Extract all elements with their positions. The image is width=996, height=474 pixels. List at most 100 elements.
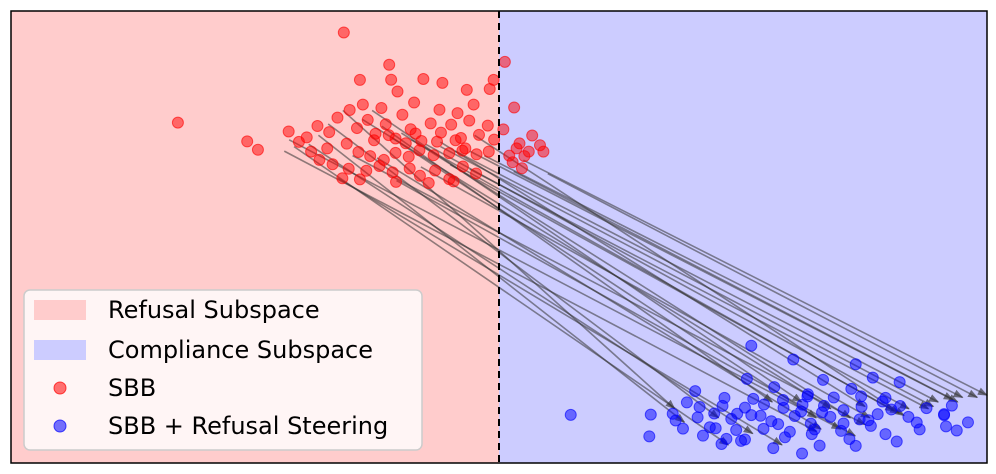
sbb-point [300,131,313,144]
sbb-point [481,119,494,132]
sbb-point [449,134,462,147]
sbb-steering-point [747,392,760,405]
sbb-steering-point [696,429,709,442]
steering-arrow [352,154,866,426]
steering-arrow [523,159,988,396]
sbb-point [433,103,446,116]
sbb-steering-point [693,400,706,413]
sbb-point [403,162,416,175]
sbb-point [352,146,365,159]
sbb-steering-point [879,428,892,441]
legend-marker-sbb-steering [53,419,67,433]
sbb-steering-point [644,408,657,421]
sbb-point [353,73,366,86]
sbb-point [382,129,395,142]
sbb-point [431,135,444,148]
steering-arrow [283,150,818,433]
sbb-point [436,76,449,89]
sbb-steering-point [768,381,781,394]
steering-arrow [308,143,754,435]
sbb-point [171,116,184,129]
sbb-steering-point [709,422,722,435]
sbb-point [340,137,353,150]
sbb-steering-point [849,358,862,371]
sbb-point [396,108,409,121]
sbb-point [353,173,366,186]
sbb-point [331,111,344,124]
sbb-steering-point [817,373,830,386]
sbb-steering-point [950,424,963,437]
sbb-point [391,85,404,98]
sbb-steering-point [795,405,808,418]
steering-arrow [293,145,730,446]
sbb-point [451,107,464,120]
sbb-steering-point [843,433,856,446]
sbb-point [456,160,469,173]
sbb-point [364,150,377,163]
sbb-point [305,145,318,158]
legend-swatch-compliance [34,340,86,360]
sbb-point [413,144,426,157]
sbb-steering-point [754,409,767,422]
sbb-point [313,153,326,166]
sbb-point [402,150,415,163]
sbb-point [408,96,421,109]
legend-swatch-refusal [34,300,86,320]
steering-arrow [474,134,905,417]
sbb-steering-point [745,339,758,352]
sbb-steering-point [757,422,770,435]
sbb-steering-point [893,376,906,389]
sbb-steering-point [845,382,858,395]
steering-arrow [317,134,686,423]
sbb-steering-point [730,424,743,437]
sbb-steering-point [837,404,850,417]
steering-arrow [381,125,774,403]
sbb-steering-point [564,408,577,421]
sbb-steering-point [913,423,926,436]
legend-box [23,289,423,451]
plot-frame [10,10,988,464]
sbb-steering-point [961,416,974,429]
sbb-steering-point [855,390,868,403]
steering-arrow [449,163,901,414]
sbb-point [445,118,458,131]
sbb-point [459,142,472,155]
sbb-point [241,135,254,148]
sbb-steering-point [871,408,884,421]
sbb-point [510,142,523,155]
legend-label-refusal: Refusal Subspace [108,296,320,324]
sbb-point [390,175,403,188]
sbb-point [447,175,460,188]
sbb-point [498,55,511,68]
sbb-steering-point [866,371,879,384]
sbb-steering-point [676,422,689,435]
sbb-point [427,149,440,162]
sbb-steering-point [938,408,951,421]
sbb-steering-point [920,402,933,415]
sbb-point [443,147,456,160]
sbb-point [508,101,521,114]
sbb-steering-point [777,393,790,406]
sbb-point [360,164,373,177]
sbb-steering-point [708,407,721,420]
sbb-steering-point [945,399,958,412]
sbb-point [326,158,339,171]
sbb-point [470,167,483,180]
legend-label-compliance: Compliance Subspace [108,336,373,364]
steering-arrow [547,173,979,399]
sbb-steering-point [940,420,953,433]
sbb-steering-point [718,391,731,404]
sbb-point [417,73,430,86]
sbb-point [379,118,392,131]
sbb-steering-point [783,425,796,438]
steering-arrow [337,177,783,446]
sbb-steering-point [691,411,704,424]
sbb-steering-point [772,418,785,431]
steering-arrow [391,136,818,419]
sbb-steering-point [767,442,780,455]
sbb-steering-point [862,414,875,427]
sbb-point [429,164,442,177]
sbb-steering-point [876,395,889,408]
sbb-point [251,143,264,156]
sbb-point [526,129,539,142]
